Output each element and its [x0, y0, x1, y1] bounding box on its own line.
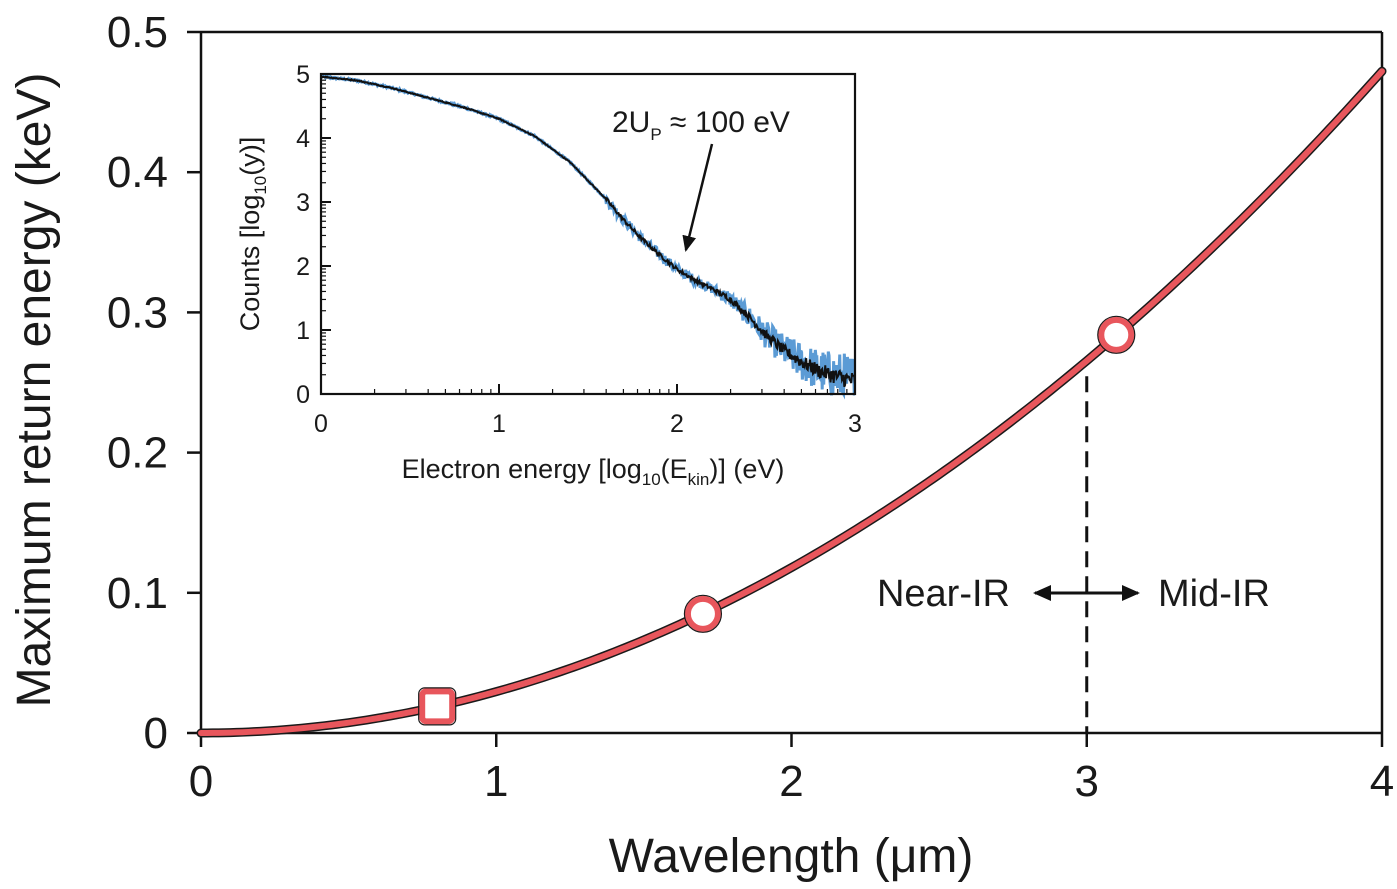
- square-marker-outline: [418, 687, 457, 726]
- main-ticks: [187, 30, 1384, 747]
- near-ir-label: Near-IR: [877, 573, 1010, 615]
- up-annotation: 2UP ≈ 100 eV: [612, 106, 790, 144]
- inset-xlabel-part: Electron energy [log: [402, 454, 642, 484]
- y-axis-label: Maximum return energy (keV): [8, 73, 61, 708]
- inset-y-axis-label: Counts [log10(y)]: [235, 137, 270, 332]
- up-annotation-part: 2U: [612, 106, 650, 139]
- square-marker: [419, 688, 456, 725]
- y-tick-label: 0: [144, 709, 168, 758]
- inset-ylabel-sub: 10: [251, 176, 270, 195]
- up-annotation-arrow: [682, 143, 714, 252]
- inset-y-tick-label: 2: [296, 253, 310, 281]
- inset-x-tick-label: 0: [314, 410, 328, 438]
- circle-marker: [1098, 316, 1135, 353]
- inset-xlabel-sub: 10: [642, 470, 661, 489]
- y-tick-label: 0.4: [107, 148, 168, 197]
- x-tick-label: 4: [1370, 757, 1394, 806]
- x-tick-label: 1: [484, 757, 508, 806]
- x-tick-label: 3: [1075, 757, 1099, 806]
- inset-series-black: [320, 75, 856, 388]
- y-tick-label: 0.5: [107, 8, 168, 57]
- inset-y-tick-label: 5: [296, 61, 310, 89]
- inset-ylabel-part: (y)]: [235, 137, 265, 176]
- return-energy-curve: [198, 68, 1385, 736]
- main-plot: 0 1 2 3 4 0 0.1 0.2 0.3 0.4 0.5 Wavelength (μm) Ma…: [8, 8, 1394, 883]
- inset-ticks: [320, 73, 856, 395]
- inset-y-tick-label: 0: [296, 381, 310, 409]
- circle-marker-outline: [1097, 315, 1136, 354]
- y-tick-label: 0.1: [107, 569, 168, 618]
- x-tick-label: 0: [189, 757, 213, 806]
- inset-y-tick-label: 3: [296, 189, 310, 217]
- inset-series: [319, 73, 856, 400]
- mid-ir-label: Mid-IR: [1158, 573, 1270, 615]
- inset-xlabel-part: )] (eV): [709, 454, 784, 484]
- inset-x-axis-label: Electron energy [log10(Ekin)] (eV): [402, 454, 785, 489]
- y-tick-label: 0.3: [107, 288, 168, 337]
- inset-y-tick-label: 4: [296, 125, 310, 153]
- inset-xlabel-sub: kin: [688, 470, 710, 489]
- inset-xlabel-part: (E: [661, 454, 688, 484]
- inset-x-tick-label: 1: [492, 410, 506, 438]
- up-annotation-sub: P: [650, 125, 661, 144]
- x-tick-label: 2: [779, 757, 803, 806]
- x-axis-label: Wavelength (μm): [609, 830, 974, 883]
- main-markers: [418, 315, 1136, 726]
- main-tick-labels: 0 1 2 3 4 0 0.1 0.2 0.3 0.4 0.5: [107, 8, 1394, 806]
- circle-marker-outline: [683, 594, 723, 633]
- inset-tick-labels: 0 1 2 3 0 1 2 3 4 5: [296, 61, 862, 438]
- up-annotation-part: ≈ 100 eV: [662, 106, 790, 139]
- inset-ylabel-part: Counts [log: [235, 195, 265, 332]
- inset-frame: [319, 72, 857, 396]
- y-tick-label: 0.2: [107, 429, 168, 478]
- inset-x-tick-label: 2: [670, 410, 684, 438]
- inset-x-tick-label: 3: [848, 410, 862, 438]
- circle-marker: [684, 595, 721, 632]
- inset-y-tick-label: 1: [296, 317, 310, 345]
